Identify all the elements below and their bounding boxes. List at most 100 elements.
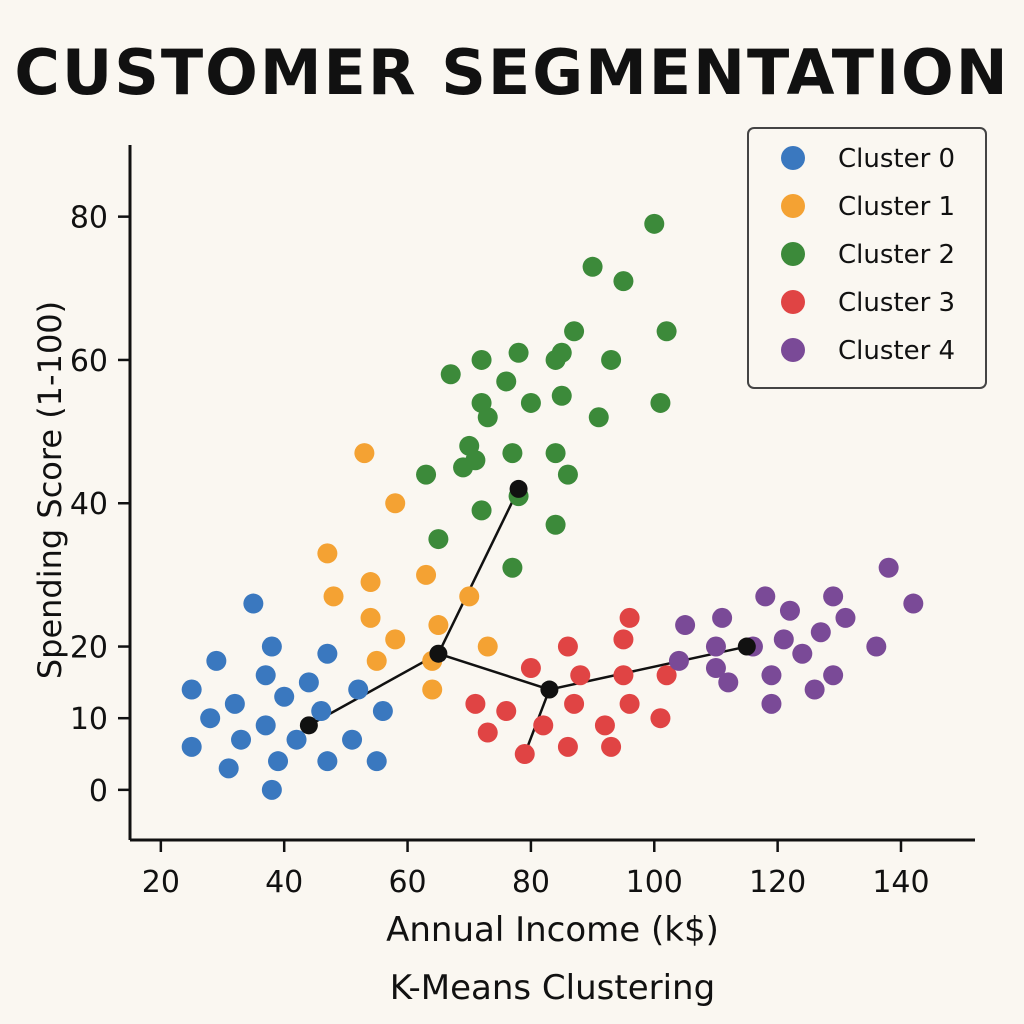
- point-cluster-4: [761, 693, 782, 714]
- point-cluster-0: [255, 715, 276, 736]
- point-cluster-2: [465, 450, 486, 471]
- legend: Cluster 0 Cluster 1 Cluster 2 Cluster 3 Clus…: [747, 127, 987, 389]
- point-cluster-2: [650, 392, 671, 413]
- point-cluster-0: [231, 729, 252, 750]
- point-cluster-2: [551, 385, 572, 406]
- point-cluster-3: [557, 736, 578, 757]
- point-cluster-2: [644, 213, 665, 234]
- point-cluster-0: [311, 701, 332, 722]
- point-cluster-2: [416, 464, 437, 485]
- point-cluster-2: [502, 557, 523, 578]
- point-cluster-4: [823, 586, 844, 607]
- point-cluster-1: [385, 629, 406, 650]
- legend-label-2: Cluster 2: [838, 240, 955, 270]
- point-cluster-2: [520, 392, 541, 413]
- x-tick-label: 20: [142, 865, 180, 900]
- x-tick-label: 100: [626, 865, 683, 900]
- point-cluster-4: [675, 615, 696, 636]
- point-cluster-0: [342, 729, 363, 750]
- point-cluster-1: [459, 586, 480, 607]
- point-cluster-2: [440, 364, 461, 385]
- point-cluster-4: [810, 622, 831, 643]
- point-cluster-2: [477, 407, 498, 428]
- y-tick-label: 60: [70, 344, 108, 379]
- centroid-point: [509, 479, 528, 498]
- point-cluster-1: [428, 615, 449, 636]
- point-cluster-2: [502, 443, 523, 464]
- point-cluster-0: [274, 686, 295, 707]
- point-cluster-2: [557, 464, 578, 485]
- point-cluster-0: [181, 736, 202, 757]
- centroid-point: [737, 637, 756, 656]
- point-cluster-0: [286, 729, 307, 750]
- legend-label-4: Cluster 4: [838, 336, 955, 366]
- x-tick-label: 80: [512, 865, 550, 900]
- point-cluster-3: [514, 744, 535, 765]
- point-cluster-1: [477, 636, 498, 657]
- point-cluster-1: [360, 572, 381, 593]
- point-cluster-1: [360, 607, 381, 628]
- point-cluster-3: [594, 715, 615, 736]
- legend-marker-2: [781, 242, 805, 266]
- data-points: [181, 213, 924, 800]
- point-cluster-0: [224, 693, 245, 714]
- point-cluster-4: [668, 650, 689, 671]
- centroid-link: [437, 488, 520, 655]
- point-cluster-0: [200, 708, 221, 729]
- point-cluster-1: [317, 543, 338, 564]
- y-tick-label: 20: [70, 631, 108, 666]
- point-cluster-3: [613, 665, 634, 686]
- point-cluster-3: [570, 665, 591, 686]
- point-cluster-1: [416, 564, 437, 585]
- point-cluster-4: [804, 679, 825, 700]
- y-axis-label: Spending Score (1-100): [31, 300, 69, 680]
- x-tick-label: 40: [265, 865, 303, 900]
- point-cluster-4: [903, 593, 924, 614]
- point-cluster-4: [866, 636, 887, 657]
- x-tick-label: 60: [388, 865, 426, 900]
- chart-title: CUSTOMER SEGMENTATION: [14, 36, 1010, 109]
- y-tick-label: 10: [70, 702, 108, 737]
- point-cluster-3: [465, 693, 486, 714]
- legend-marker-0: [781, 146, 805, 170]
- point-cluster-4: [878, 557, 899, 578]
- point-cluster-1: [385, 493, 406, 514]
- point-cluster-3: [520, 658, 541, 679]
- point-cluster-3: [601, 736, 622, 757]
- point-cluster-1: [354, 443, 375, 464]
- centroids: [299, 479, 756, 735]
- point-cluster-2: [545, 514, 566, 535]
- centroid-point: [540, 680, 559, 699]
- point-cluster-3: [557, 636, 578, 657]
- axes: 20 40 60 80 100 120 140 0 10 20 40 60 80: [70, 145, 975, 900]
- point-cluster-2: [471, 500, 492, 521]
- point-cluster-1: [366, 650, 387, 671]
- point-cluster-2: [601, 349, 622, 370]
- x-tick-label: 140: [872, 865, 929, 900]
- point-cluster-3: [613, 629, 634, 650]
- point-cluster-4: [755, 586, 776, 607]
- point-cluster-0: [181, 679, 202, 700]
- point-cluster-1: [323, 586, 344, 607]
- point-cluster-0: [317, 751, 338, 772]
- y-tick-label: 80: [70, 201, 108, 236]
- point-cluster-2: [613, 271, 634, 292]
- x-axis-label: Annual Income (k$): [386, 910, 719, 950]
- centroid-point: [429, 644, 448, 663]
- chart-subtitle: K-Means Clustering: [389, 968, 716, 1008]
- point-cluster-2: [545, 443, 566, 464]
- point-cluster-2: [551, 342, 572, 363]
- point-cluster-2: [508, 342, 529, 363]
- point-cluster-4: [773, 629, 794, 650]
- point-cluster-0: [268, 751, 289, 772]
- point-cluster-4: [761, 665, 782, 686]
- point-cluster-2: [564, 321, 585, 342]
- point-cluster-4: [835, 607, 856, 628]
- centroid-link: [438, 652, 550, 691]
- y-tick-label: 0: [89, 774, 108, 809]
- point-cluster-3: [619, 693, 640, 714]
- point-cluster-2: [471, 349, 492, 370]
- point-cluster-4: [792, 643, 813, 664]
- y-tick-label: 40: [70, 487, 108, 522]
- point-cluster-4: [712, 607, 733, 628]
